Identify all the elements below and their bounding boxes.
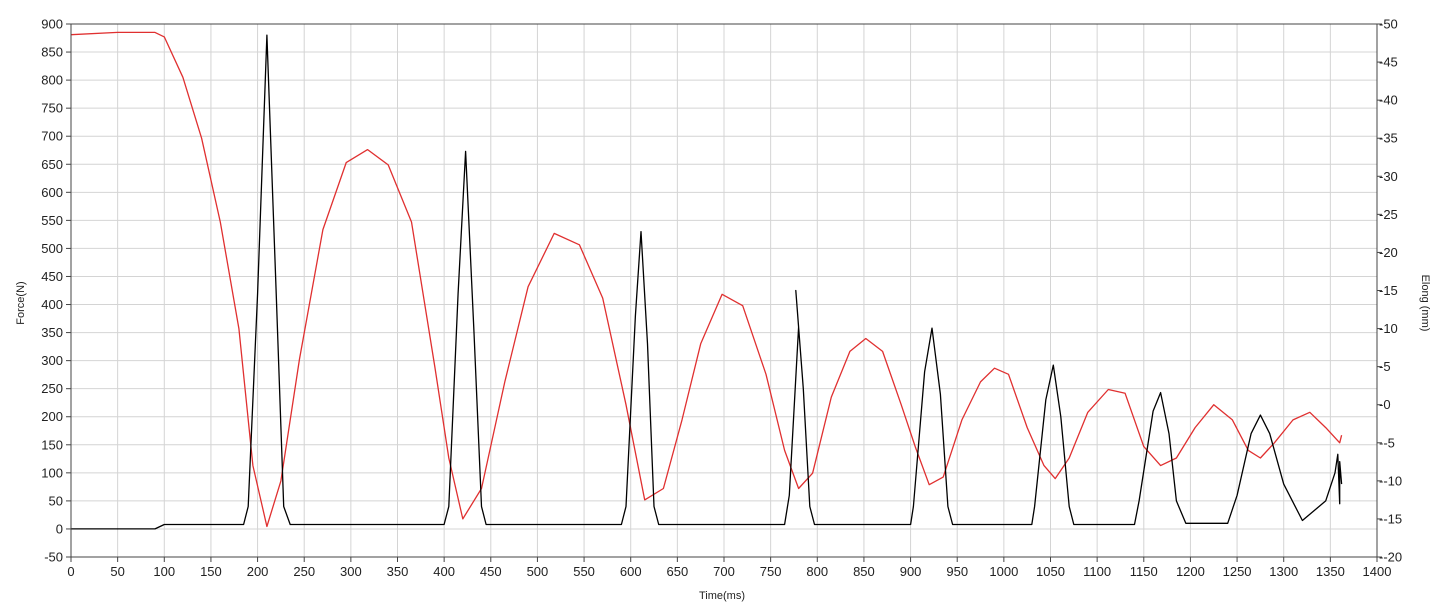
x-tick-label: 1050 [1036,564,1065,579]
series-layer [70,31,1343,530]
y2-tick-label: -15 [1379,283,1398,298]
y-axis-label: Force(N) [15,281,27,324]
x-tick-label: 100 [153,564,175,579]
y2-tick-label: -35 [1379,131,1398,146]
x-tick-label: 400 [433,564,455,579]
y2-tick-label: -45 [1379,55,1398,70]
x-tick-label: 250 [293,564,315,579]
y2-tick-label: -30 [1379,169,1398,184]
plot-frame [70,23,1378,558]
y-tick-label: -50 [44,550,63,565]
y2-tick-label: -50 [1379,17,1398,32]
y-tick-label: 0 [56,521,63,536]
y2-tick-labels: --20 --15 --10 --5 -0 -5 -10 -15 -20 -25 -30 -35 -40… [1379,17,1402,565]
y-tick-label: 650 [41,157,63,172]
x-tick-label: 850 [853,564,875,579]
y2-tick-label: --10 [1379,473,1402,488]
x-tick-label: 50 [110,564,124,579]
y2-tick-label: -20 [1379,245,1398,260]
x-axis-label: Time(ms) [699,590,745,602]
grid [70,23,1378,558]
x-tick-label: 550 [573,564,595,579]
y-tick-label: 200 [41,409,63,424]
y-tick-label: 500 [41,241,63,256]
x-tick-labels: 0 50 100 150 200 250 300 350 400 450 500 550 600 650 7… [67,564,1391,579]
y-tick-label: 600 [41,185,63,200]
y-tick-label: 400 [41,297,63,312]
y-tick-label: 450 [41,269,63,284]
y2-tick-label: --15 [1379,511,1402,526]
x-tick-label: 1350 [1316,564,1345,579]
y-tick-label: 350 [41,325,63,340]
y-tick-label: 100 [41,465,63,480]
y-tick-label: 300 [41,353,63,368]
x-tick-label: 200 [247,564,269,579]
y-tick-label: 150 [41,437,63,452]
y-tick-label: 50 [49,493,63,508]
x-tick-label: 1000 [989,564,1018,579]
y-tick-label: 700 [41,129,63,144]
y-tick-label: 250 [41,381,63,396]
x-tick-label: 700 [713,564,735,579]
y-tick-label: 800 [41,73,63,88]
x-tick-label: 0 [67,564,74,579]
x-tick-label: 150 [200,564,222,579]
x-tick-label: 950 [946,564,968,579]
y-tick-labels: -50 0 50 100 150 200 250 300 350 400 450 500 550 600 6… [41,17,63,565]
x-tick-label: 1250 [1223,564,1252,579]
y2-tick-label: --20 [1379,550,1402,565]
x-tick-label: 1150 [1130,564,1158,579]
y-tick-label: 850 [41,45,63,60]
x-tick-label: 1100 [1083,564,1111,579]
y2-tick-label: -10 [1379,321,1398,336]
x-tick-label: 1200 [1176,564,1205,579]
x-tick-label: 800 [806,564,828,579]
y-tick-label: 750 [41,101,63,116]
y2-axis-label: Elong (mm) [1419,275,1431,332]
axes [66,23,1382,562]
y2-tick-label: -0 [1379,397,1391,412]
x-tick-label: 350 [387,564,409,579]
x-tick-label: 750 [760,564,782,579]
y-tick-label: 900 [41,17,63,32]
x-tick-label: 450 [480,564,502,579]
series-line-elong [70,31,1343,528]
y2-tick-label: -25 [1379,207,1398,222]
x-tick-label: 300 [340,564,362,579]
x-tick-label: 500 [527,564,549,579]
x-tick-label: 900 [900,564,922,579]
x-tick-label: 650 [667,564,689,579]
x-tick-label: 1300 [1269,564,1298,579]
x-tick-label: 600 [620,564,642,579]
y-tick-label: 550 [41,213,63,228]
x-tick-label: 1400 [1363,564,1392,579]
y2-tick-label: --5 [1379,435,1395,450]
y2-tick-label: -5 [1379,359,1391,374]
series-line-force [71,34,1343,530]
y2-tick-label: -40 [1379,93,1398,108]
